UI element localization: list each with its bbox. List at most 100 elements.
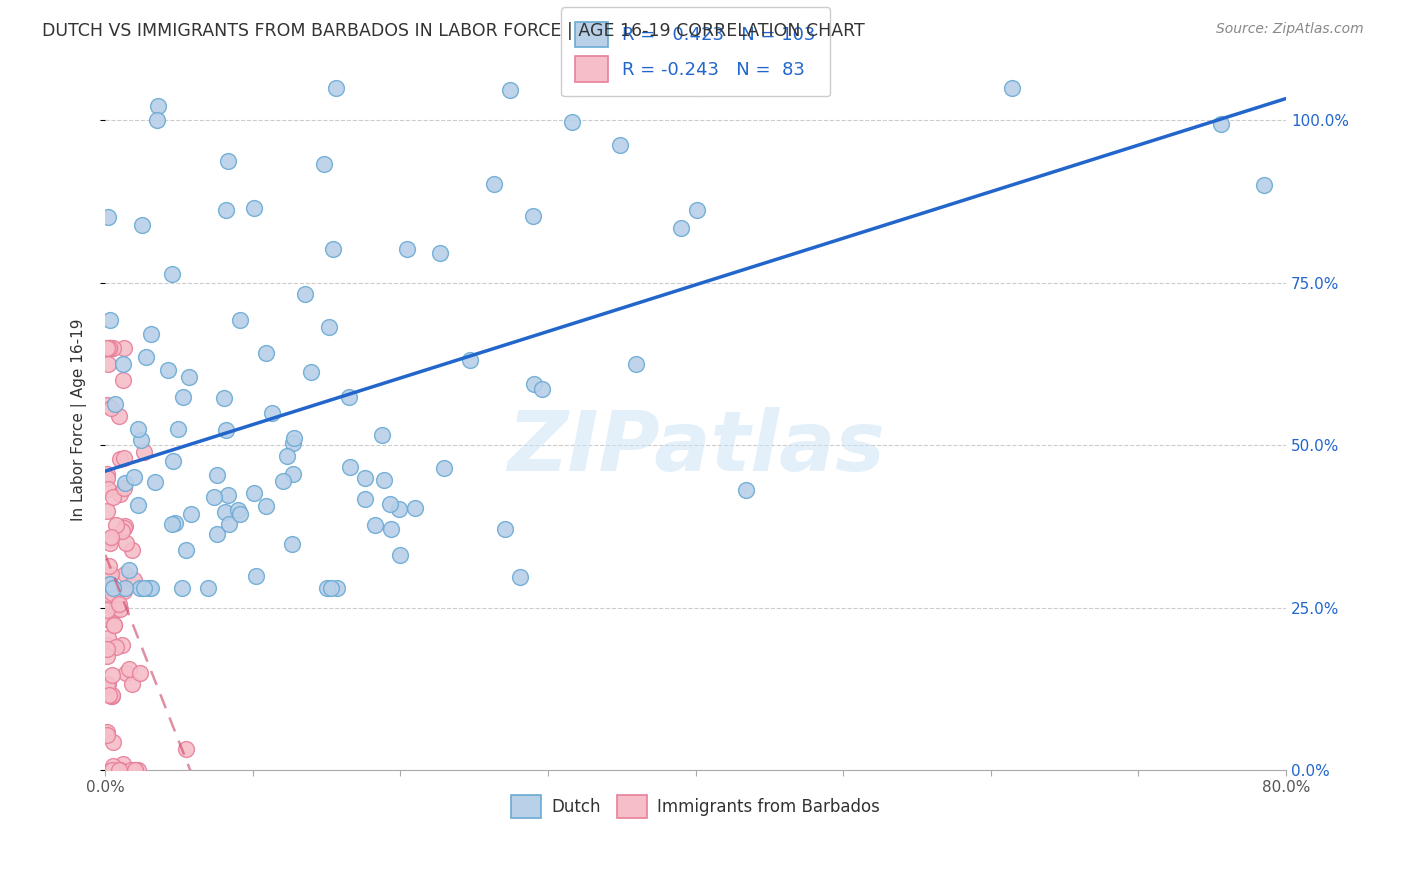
Point: [96, 648, 118, 663]
Point: [114, 581, 136, 595]
Point: [139, 581, 162, 595]
Point: [172, 390, 194, 404]
Point: [112, 521, 135, 535]
Legend: Dutch, Immigrants from Barbados: Dutch, Immigrants from Barbados: [505, 788, 887, 825]
Point: [114, 536, 136, 550]
Point: [97, 587, 120, 601]
Point: [388, 501, 411, 516]
Point: [318, 320, 340, 334]
Point: [100, 763, 122, 777]
Point: [218, 516, 240, 531]
Point: [101, 490, 124, 504]
Point: [96, 504, 118, 518]
Point: [229, 507, 252, 521]
Point: [98, 312, 121, 326]
Point: [214, 505, 236, 519]
Point: [353, 471, 375, 485]
Point: [112, 450, 135, 465]
Point: [105, 583, 128, 598]
Point: [131, 218, 153, 232]
Y-axis label: In Labor Force | Age 16-19: In Labor Force | Age 16-19: [72, 318, 87, 521]
Point: [114, 519, 136, 533]
Point: [98, 568, 121, 582]
Point: [124, 763, 146, 777]
Point: [217, 154, 239, 169]
Point: [98, 577, 121, 591]
Point: [280, 537, 302, 551]
Point: [396, 242, 419, 256]
Point: [134, 445, 156, 459]
Point: [180, 508, 202, 522]
Point: [162, 516, 184, 531]
Point: [120, 763, 142, 777]
Point: [205, 526, 228, 541]
Point: [103, 759, 125, 773]
Point: [105, 763, 128, 777]
Point: [404, 500, 426, 515]
Point: [96, 471, 118, 485]
Point: [321, 581, 343, 595]
Point: [139, 327, 162, 342]
Point: [100, 668, 122, 682]
Point: [96, 678, 118, 692]
Point: [108, 763, 131, 777]
Point: [160, 267, 183, 281]
Point: [531, 383, 554, 397]
Point: [101, 735, 124, 749]
Point: [1001, 81, 1024, 95]
Point: [112, 584, 135, 599]
Point: [122, 573, 145, 587]
Point: [97, 357, 120, 371]
Point: [564, 81, 586, 95]
Point: [97, 580, 120, 594]
Point: [254, 500, 277, 514]
Point: [114, 475, 136, 490]
Point: [108, 597, 131, 611]
Point: [294, 287, 316, 301]
Point: [108, 486, 131, 500]
Point: [111, 524, 134, 538]
Point: [97, 341, 120, 355]
Point: [205, 467, 228, 482]
Point: [281, 467, 304, 482]
Point: [108, 409, 131, 423]
Point: [105, 640, 128, 654]
Point: [260, 406, 283, 420]
Point: [98, 341, 121, 355]
Point: [97, 677, 120, 691]
Point: [157, 362, 180, 376]
Point: [100, 341, 122, 355]
Point: [124, 763, 146, 777]
Point: [104, 397, 127, 411]
Point: [254, 345, 277, 359]
Point: [494, 522, 516, 536]
Point: [339, 460, 361, 475]
Point: [100, 401, 122, 416]
Point: [122, 470, 145, 484]
Point: [378, 498, 401, 512]
Point: [98, 688, 121, 702]
Point: [118, 563, 141, 577]
Point: [685, 203, 707, 218]
Text: Source: ZipAtlas.com: Source: ZipAtlas.com: [1216, 22, 1364, 37]
Point: [162, 454, 184, 468]
Point: [96, 727, 118, 741]
Point: [103, 617, 125, 632]
Point: [624, 357, 647, 371]
Point: [1209, 117, 1232, 131]
Point: [97, 210, 120, 224]
Point: [170, 581, 193, 595]
Point: [522, 209, 544, 223]
Point: [98, 341, 121, 355]
Point: [112, 357, 135, 371]
Point: [146, 113, 169, 128]
Point: [98, 559, 121, 574]
Point: [326, 581, 349, 595]
Point: [148, 99, 170, 113]
Point: [129, 434, 152, 448]
Point: [112, 756, 135, 771]
Point: [101, 580, 124, 594]
Point: [353, 491, 375, 506]
Point: [108, 601, 131, 615]
Point: [165, 516, 187, 530]
